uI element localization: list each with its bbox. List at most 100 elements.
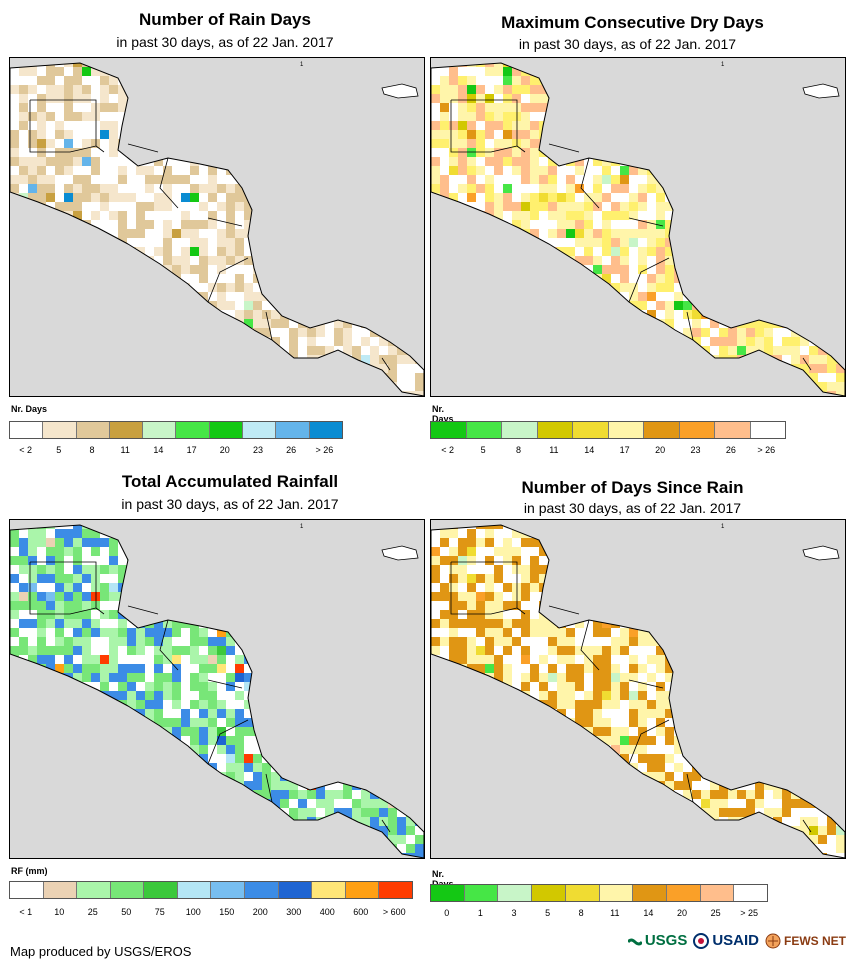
grid-cell [397, 772, 406, 781]
grid-cell [629, 355, 638, 364]
grid-cell [235, 274, 244, 283]
grid-cell [397, 628, 406, 637]
grid-cell [226, 310, 235, 319]
grid-cell [692, 319, 701, 328]
grid-cell [334, 538, 343, 547]
grid-cell [406, 67, 415, 76]
grid-cell [361, 76, 370, 85]
grid-cell [64, 157, 73, 166]
grid-cell [379, 328, 388, 337]
grid-cell [352, 583, 361, 592]
grid-cell [611, 211, 620, 220]
grid-cell [199, 94, 208, 103]
grid-cell [361, 382, 370, 391]
grid-cell [100, 301, 109, 310]
grid-cell [530, 355, 539, 364]
grid-cell [701, 373, 710, 382]
grid-cell [307, 682, 316, 691]
grid-cell [539, 373, 548, 382]
grid-cell [782, 274, 791, 283]
grid-cell [46, 745, 55, 754]
grid-cell [271, 727, 280, 736]
grid-cell [397, 646, 406, 655]
grid-cell [611, 166, 620, 175]
grid-cell [370, 556, 379, 565]
grid-cell [334, 610, 343, 619]
grid-cell [818, 337, 827, 346]
grid-cell [566, 67, 575, 76]
grid-cell [298, 529, 307, 538]
grid-cell [343, 337, 352, 346]
grid-cell [343, 673, 352, 682]
grid-cell [575, 112, 584, 121]
grid-cell [253, 346, 262, 355]
grid-cell [458, 382, 467, 391]
grid-cell [316, 664, 325, 673]
grid-cell [55, 745, 64, 754]
grid-cell [226, 139, 235, 148]
grid-cell [55, 691, 64, 700]
grid-cell [199, 63, 208, 67]
grid-cell [307, 112, 316, 121]
grid-cell [298, 229, 307, 238]
grid-cell [406, 193, 415, 202]
legend-label: 26 [725, 445, 736, 455]
grid-cell [136, 373, 145, 382]
grid-cell [280, 763, 289, 772]
grid-cell [415, 718, 424, 727]
grid-cell [431, 256, 440, 265]
grid-cell [325, 103, 334, 112]
grid-cell [271, 274, 280, 283]
grid-cell [782, 256, 791, 265]
grid-cell [136, 193, 145, 202]
grid-cell [692, 85, 701, 94]
grid-cell [127, 265, 136, 274]
grid-cell [64, 229, 73, 238]
grid-cell [755, 94, 764, 103]
grid-cell [136, 301, 145, 310]
grid-cell [352, 346, 361, 355]
grid-cell [226, 373, 235, 382]
grid-cell [539, 247, 548, 256]
grid-cell [415, 700, 424, 709]
grid-cell [818, 292, 827, 301]
grid-cell [307, 745, 316, 754]
grid-cell [316, 94, 325, 103]
grid-cell [55, 736, 64, 745]
grid-cell [370, 166, 379, 175]
grid-cell [683, 220, 692, 229]
grid-cell [217, 538, 226, 547]
grid-cell [494, 301, 503, 310]
grid-cell [800, 301, 809, 310]
grid-cell [109, 547, 118, 556]
grid-cell [100, 682, 109, 691]
grid-cell [199, 319, 208, 328]
grid-cell [19, 538, 28, 547]
grid-cell [629, 274, 638, 283]
grid-cell [199, 745, 208, 754]
grid-cell [82, 346, 91, 355]
grid-cell [82, 574, 91, 583]
grid-cell [656, 220, 665, 229]
grid-cell [325, 301, 334, 310]
grid-cell [10, 238, 19, 247]
grid-cell [73, 139, 82, 148]
legend-swatch [243, 422, 277, 438]
grid-cell [764, 319, 773, 328]
grid-cell [710, 274, 719, 283]
grid-cell [791, 382, 800, 391]
grid-cell [656, 355, 665, 364]
grid-cell [737, 202, 746, 211]
grid-cell [361, 364, 370, 373]
grid-cell [280, 355, 289, 364]
grid-cell [370, 301, 379, 310]
grid-cell [701, 94, 710, 103]
grid-cell [602, 328, 611, 337]
grid-cell [440, 175, 449, 184]
grid-cell [683, 382, 692, 391]
grid-cell [100, 373, 109, 382]
grid-cell [37, 283, 46, 292]
grid-cell [64, 85, 73, 94]
grid-cell [370, 718, 379, 727]
grid-cell [674, 166, 683, 175]
